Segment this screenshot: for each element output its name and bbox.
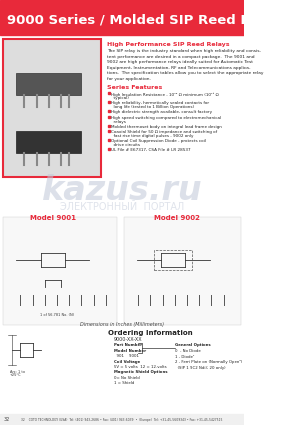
Text: Series Features: Series Features bbox=[107, 85, 163, 90]
Text: Model Number: Model Number bbox=[114, 348, 146, 352]
Text: Model 9002: Model 9002 bbox=[154, 215, 200, 221]
Text: 2 - Ferri Plate on (Normally Open²): 2 - Ferri Plate on (Normally Open²) bbox=[175, 360, 242, 364]
Text: 5V = 5 volts  12 = 12.volts: 5V = 5 volts 12 = 12.volts bbox=[114, 365, 166, 369]
Text: High Insulation Resistance - 10¹² Ω minimum (10¹³ Ω: High Insulation Resistance - 10¹² Ω mini… bbox=[111, 92, 218, 96]
Text: 32    COTO TECHNOLOGY (USA)  Tel: (401) 943-2686 • Fax: (401) 943-6039  •  (Euro: 32 COTO TECHNOLOGY (USA) Tel: (401) 943-… bbox=[21, 417, 223, 422]
Bar bbox=[16, 131, 81, 153]
Text: relays: relays bbox=[111, 119, 125, 124]
Text: for your application.: for your application. bbox=[107, 76, 151, 80]
Text: 9000 Series / Molded SIP Reed Relays: 9000 Series / Molded SIP Reed Relays bbox=[7, 14, 289, 26]
Text: 1 = Shield: 1 = Shield bbox=[114, 382, 134, 385]
Text: tent performance are desired in a compact package.  The 9001 and: tent performance are desired in a compac… bbox=[107, 54, 255, 59]
Text: drive circuits: drive circuits bbox=[111, 143, 140, 147]
Text: Ordering Information: Ordering Information bbox=[108, 330, 193, 336]
Text: 9002 are high performance relays ideally suited for Automatic Test: 9002 are high performance relays ideally… bbox=[107, 60, 253, 64]
Text: Magnetic Shield Options: Magnetic Shield Options bbox=[114, 371, 167, 374]
Text: The SIP relay is the industry standard when high reliability and consis-: The SIP relay is the industry standard w… bbox=[107, 49, 262, 53]
Bar bbox=[0, 414, 244, 425]
Text: 1 of 56.781 No. (N): 1 of 56.781 No. (N) bbox=[40, 313, 74, 317]
Text: 32: 32 bbox=[3, 417, 10, 422]
Text: Arc: 1 to: Arc: 1 to bbox=[10, 370, 25, 374]
Bar bbox=[3, 217, 117, 325]
Text: 901    9001: 901 9001 bbox=[114, 354, 139, 358]
Bar bbox=[0, 0, 244, 35]
Text: Molded thermoset body on integral lead frame design: Molded thermoset body on integral lead f… bbox=[111, 125, 221, 128]
Text: fast rise time digital pulses - 9002 only: fast rise time digital pulses - 9002 onl… bbox=[111, 134, 193, 138]
Text: 1 - Diode¹: 1 - Diode¹ bbox=[175, 354, 194, 359]
Text: High Performance SIP Reed Relays: High Performance SIP Reed Relays bbox=[107, 42, 230, 47]
Text: High dielectric strength available, consult factory: High dielectric strength available, cons… bbox=[111, 110, 212, 114]
Bar bbox=[16, 73, 81, 95]
Text: Equipment, Instrumentation, RF and Telecommunications applica-: Equipment, Instrumentation, RF and Telec… bbox=[107, 65, 251, 70]
Text: kazus.ru: kazus.ru bbox=[42, 173, 202, 207]
Text: tions.  The specification tables allow you to select the appropriate relay: tions. The specification tables allow yo… bbox=[107, 71, 264, 75]
Text: High speed switching compared to electromechanical: High speed switching compared to electro… bbox=[111, 116, 221, 119]
Text: 0  - No Diode: 0 - No Diode bbox=[175, 349, 201, 353]
Text: ЭЛЕКТРОННЫЙ  ПОРТАЛ: ЭЛЕКТРОННЫЙ ПОРТАЛ bbox=[60, 202, 184, 212]
Text: Optional Coil Suppression Diode - protects coil: Optional Coil Suppression Diode - protec… bbox=[111, 139, 206, 143]
Text: Coil Voltage: Coil Voltage bbox=[114, 360, 140, 363]
Text: (SIP 1 9C2 Ndi); 20 only): (SIP 1 9C2 Ndi); 20 only) bbox=[175, 366, 225, 369]
Text: UL File # E67317, CSA File # LR 28537: UL File # E67317, CSA File # LR 28537 bbox=[111, 148, 190, 152]
Text: long life (tested to 1 Billion Operations): long life (tested to 1 Billion Operation… bbox=[111, 105, 194, 109]
Text: Coaxial Shield for 50 Ω impedance and switching of: Coaxial Shield for 50 Ω impedance and sw… bbox=[111, 130, 217, 134]
Text: +25°C: +25°C bbox=[10, 373, 21, 377]
Bar bbox=[124, 217, 241, 325]
Text: High reliability, hermetically sealed contacts for: High reliability, hermetically sealed co… bbox=[111, 101, 209, 105]
Text: Model 9001: Model 9001 bbox=[30, 215, 76, 221]
Text: Part Number: Part Number bbox=[114, 343, 142, 347]
Text: 9000-XX-XX: 9000-XX-XX bbox=[114, 337, 142, 342]
Text: typical): typical) bbox=[111, 96, 128, 100]
Text: 0= No Shield: 0= No Shield bbox=[114, 376, 140, 380]
Bar bbox=[154, 250, 192, 270]
Bar bbox=[3, 39, 101, 177]
Text: General Options: General Options bbox=[175, 343, 210, 347]
Text: Dimensions in Inches (Millimeters): Dimensions in Inches (Millimeters) bbox=[80, 322, 164, 327]
